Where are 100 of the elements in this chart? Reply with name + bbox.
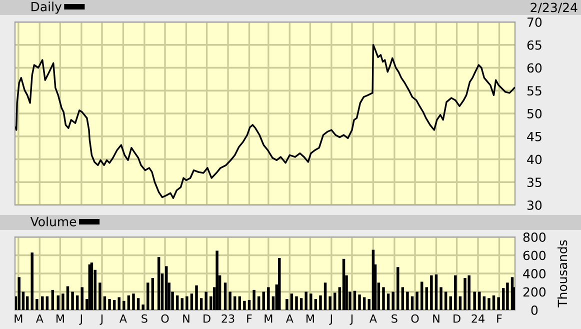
bar [56,295,60,310]
x-tick-label: A [370,314,377,323]
x-tick-label: A [120,314,127,323]
bar [290,294,294,310]
x-tick-label: M [306,314,314,323]
bar [295,296,298,310]
bar [353,290,356,310]
x-tick-label: O [411,314,419,323]
y-tick-label: 40 [527,154,542,164]
bar [386,294,390,310]
bar [410,296,414,310]
legend-label: Volume [30,216,76,226]
bar [71,292,74,310]
bar [310,294,312,310]
bar [112,300,116,310]
bar [492,295,496,310]
bar [80,287,84,310]
x-tick-label: J [79,314,82,325]
y-tick-label: 70 [528,17,542,27]
bar [36,299,38,310]
bar [132,294,135,310]
bar [76,295,79,310]
y-tick-label: 400 [523,268,546,278]
bar [478,292,481,310]
bar [176,295,179,310]
bar [127,295,130,310]
bar [122,300,126,310]
bar [401,287,404,310]
bar [473,292,476,310]
x-tick-label: F [497,314,502,323]
y-tick-label: 800 [523,232,546,242]
bar [204,292,208,310]
bar [333,292,336,310]
x-tick-label: M [264,314,272,323]
bar [444,292,448,310]
bar [458,296,462,310]
y-tick-label: 60 [527,63,542,73]
bar [267,287,270,310]
bar [66,286,70,310]
bar [51,290,54,310]
bar [151,278,154,310]
bar [392,292,394,310]
bar [46,296,49,310]
bar [18,277,20,310]
bar [488,298,490,310]
bar [342,258,346,310]
bar [506,282,509,310]
y-tick-label: 65 [527,40,542,50]
x-tick-label: M [56,314,64,323]
bar [186,296,188,310]
y-axis-title: Thousands [557,240,568,308]
x-tick-label: O [161,314,169,323]
x-tick-label: D [454,314,460,323]
y-tick-label: 55 [527,86,542,96]
bar [41,296,44,310]
bar [440,287,442,310]
y-tick-label: 600 [523,250,546,260]
bar [382,287,385,310]
x-tick-label: A [286,314,294,323]
bar [238,296,242,310]
bar [278,258,281,310]
x-tick-label: J [329,314,332,325]
bar [416,292,418,310]
bar [108,299,111,310]
bar [165,266,168,310]
bar [195,285,198,310]
bar [425,287,428,310]
bar [362,297,366,310]
bar [468,275,470,310]
x-tick-label: D [204,314,210,323]
x-tick-label: S [142,314,148,323]
bar [396,267,400,310]
bar [30,252,34,310]
x-tick-label: 24 [472,314,484,323]
y-tick-label: 30 [527,200,542,210]
bar [180,298,184,310]
bar [142,304,144,310]
bar [406,292,409,310]
legend-label: Daily [32,2,62,14]
bar [304,292,308,310]
bar [319,295,322,310]
x-tick-label: S [392,314,398,323]
bar [497,297,500,310]
bar [136,298,140,310]
bar [200,298,203,310]
bar [449,296,452,310]
y-tick-label: 200 [523,287,546,297]
bar [146,282,150,310]
bar [328,296,332,310]
bar [228,292,232,310]
bar [118,297,120,310]
bar [300,298,303,310]
text: 2/23/24 [530,2,578,14]
bar [190,294,194,310]
bar [324,282,327,310]
y-tick-label: 0 [531,305,538,315]
y-tick-label: 35 [527,178,542,188]
bar [464,278,466,310]
bar [103,296,106,310]
x-tick-label: N [433,314,440,323]
